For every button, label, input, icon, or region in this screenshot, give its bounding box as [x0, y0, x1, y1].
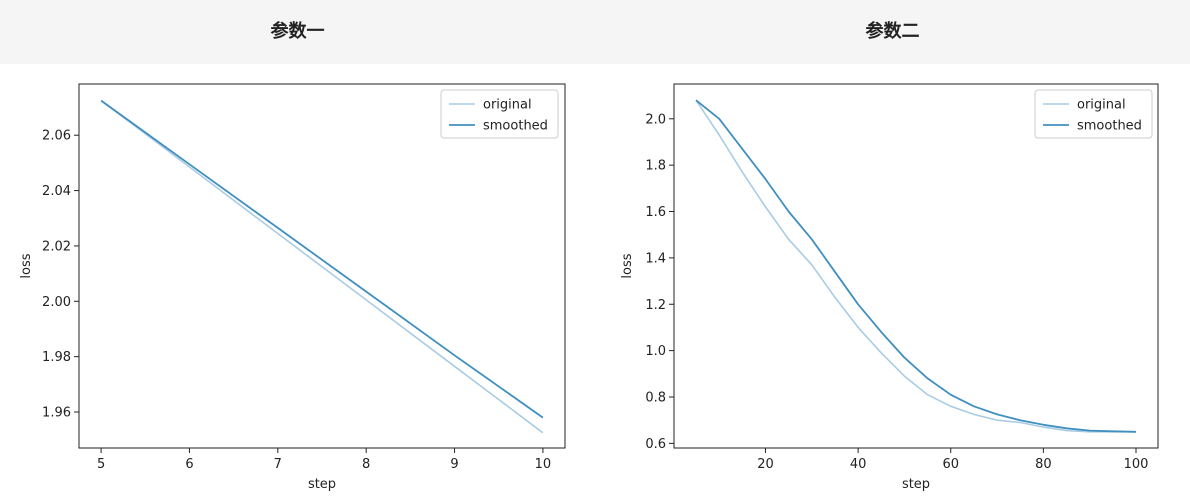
x-tick-label: 60 [942, 457, 959, 472]
y-tick-label: 1.8 [645, 159, 666, 174]
series-line-original [100, 99, 544, 434]
y-tick-label: 1.2 [645, 298, 666, 313]
x-axis-label: step [308, 477, 336, 492]
y-tick-label: 2.00 [42, 295, 71, 310]
legend: original smoothed [440, 89, 559, 139]
loss-chart-2: 20 40 60 80 100 0.6 0.8 1.0 1.2 1.4 1.6 1.8 2.0 step l… [620, 83, 1159, 492]
x-tick-label: 10 [535, 457, 552, 472]
series-line-smoothed [100, 99, 544, 419]
y-tick-label: 2.0 [645, 112, 666, 127]
x-tick-label: 8 [362, 457, 370, 472]
x-tick-label: 7 [274, 457, 282, 472]
y-axis-label: loss [19, 253, 34, 278]
legend: original smoothed [1034, 89, 1153, 139]
y-tick-label: 1.6 [645, 205, 666, 220]
legend-label-original: original [1077, 98, 1126, 113]
x-tick-label: 80 [1035, 457, 1052, 472]
legend-box [1034, 89, 1153, 139]
x-tick-label: 5 [97, 457, 105, 472]
x-tick-label: 6 [185, 457, 193, 472]
y-tick-label: 2.06 [42, 129, 71, 144]
y-tick-label: 0.6 [645, 437, 666, 452]
loss-chart-1: 5 6 7 8 9 10 1.96 1.98 2.00 2.02 2.04 2.06 step loss o… [19, 83, 566, 492]
x-axis-label: step [902, 477, 930, 492]
plot-area [673, 83, 1159, 449]
x-tick-label: 40 [850, 457, 867, 472]
legend-label-smoothed: smoothed [483, 119, 548, 134]
x-tick-label: 20 [757, 457, 774, 472]
y-tick-label: 1.98 [42, 350, 71, 365]
legend-label-smoothed: smoothed [1077, 119, 1142, 134]
legend-label-original: original [483, 98, 532, 113]
x-tick-label: 100 [1124, 457, 1149, 472]
y-tick-label: 1.0 [645, 344, 666, 359]
legend-box [440, 89, 559, 139]
y-tick-label: 0.8 [645, 390, 666, 405]
y-axis-label: loss [620, 253, 635, 278]
y-tick-label: 1.4 [645, 251, 666, 266]
y-tick-label: 2.02 [42, 239, 71, 254]
y-tick-label: 2.04 [42, 184, 71, 199]
y-tick-label: 1.96 [42, 406, 71, 421]
series-line-original [695, 99, 1136, 433]
column-title-1: 参数一 [270, 21, 325, 42]
series-line-smoothed [695, 99, 1137, 433]
column-title-2: 参数二 [865, 21, 920, 42]
header-row: 参数一 参数二 [0, 0, 1190, 64]
x-tick-label: 9 [450, 457, 458, 472]
